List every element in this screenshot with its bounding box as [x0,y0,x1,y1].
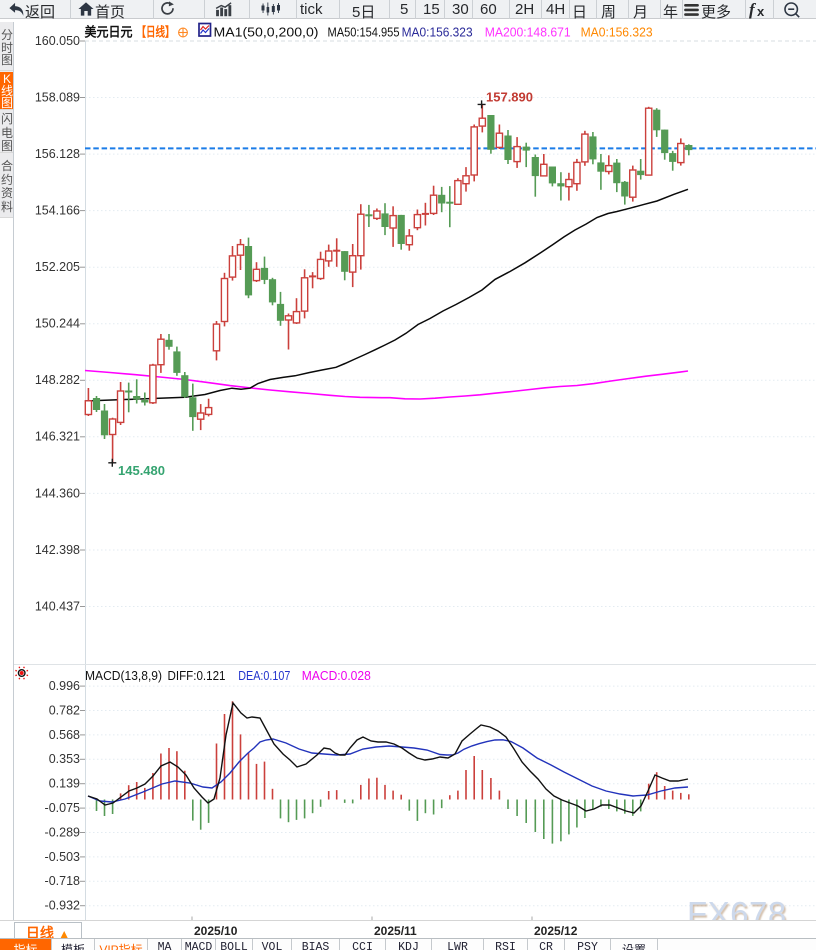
svg-text:MACD(13,8,9): MACD(13,8,9) [85,668,162,683]
svg-text:-0.718: -0.718 [45,874,80,888]
svg-text:158.089: 158.089 [35,91,80,105]
svg-text:-0.289: -0.289 [45,825,80,839]
svg-text:MA50:154.955: MA50:154.955 [328,25,400,40]
svg-text:0.782: 0.782 [49,703,80,717]
svg-text:MA200:148.671: MA200:148.671 [485,25,571,40]
svg-text:140.437: 140.437 [35,599,80,613]
svg-text:145.480: 145.480 [118,463,165,478]
svg-text:157.890: 157.890 [486,90,533,105]
svg-text:152.205: 152.205 [35,260,80,274]
svg-text:142.398: 142.398 [35,543,80,557]
svg-text:DEA:0.107: DEA:0.107 [238,668,290,683]
svg-text:154.166: 154.166 [35,204,80,218]
svg-text:-0.503: -0.503 [45,850,80,864]
svg-text:-0.932: -0.932 [45,899,80,913]
svg-text:0.568: 0.568 [49,728,80,742]
svg-text:0.353: 0.353 [49,752,80,766]
svg-text:156.128: 156.128 [35,147,80,161]
svg-text:148.282: 148.282 [35,373,80,387]
svg-text:MA0:156.323: MA0:156.323 [402,25,473,40]
svg-text:DIFF:0.121: DIFF:0.121 [168,668,226,683]
svg-text:-0.075: -0.075 [45,801,80,815]
svg-text:146.321: 146.321 [35,430,80,444]
svg-text:美元日元: 美元日元 [85,25,133,40]
svg-text:0.996: 0.996 [49,679,80,693]
svg-text:MA1(50,0,200,0): MA1(50,0,200,0) [214,25,319,40]
svg-text:144.360: 144.360 [35,486,80,500]
svg-text:【日线】: 【日线】 [137,25,175,40]
svg-text:MACD:0.028: MACD:0.028 [302,668,371,683]
svg-text:160.050: 160.050 [35,34,80,48]
svg-text:MA0:156.323: MA0:156.323 [581,25,653,40]
svg-text:150.244: 150.244 [35,317,80,331]
svg-text:0.139: 0.139 [49,777,80,791]
